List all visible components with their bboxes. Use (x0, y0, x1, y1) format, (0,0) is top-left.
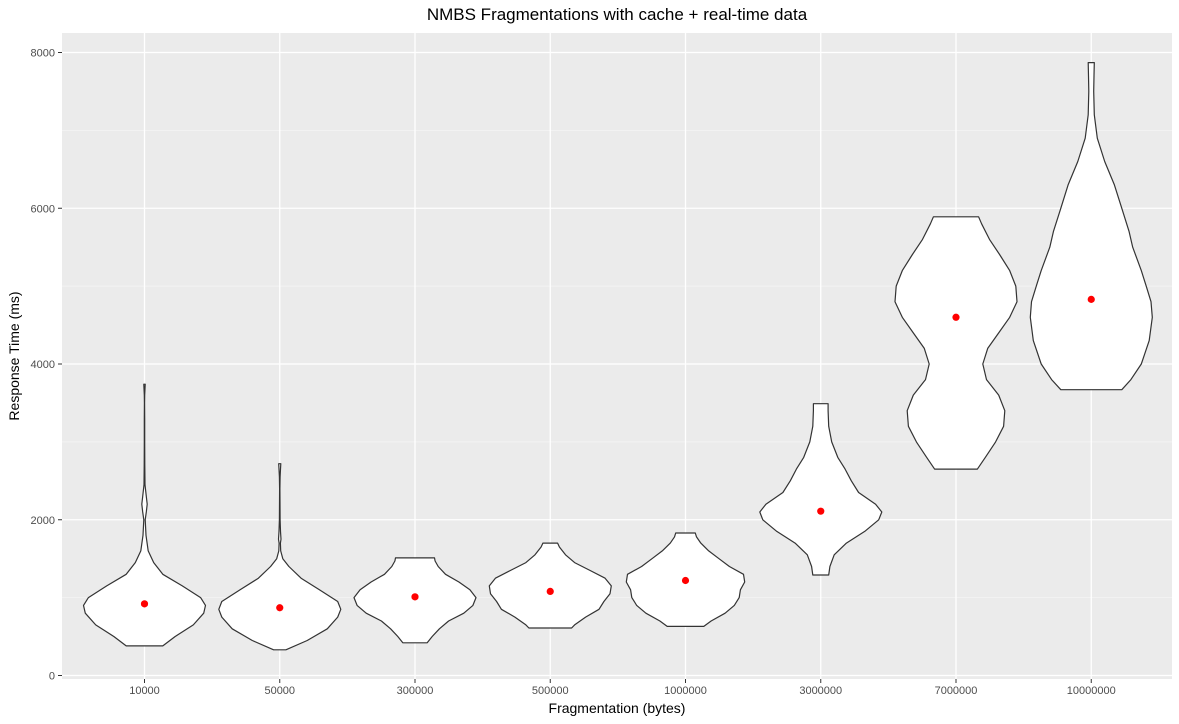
chart-title: NMBS Fragmentations with cache + real-ti… (427, 5, 808, 24)
x-tick-label: 7000000 (935, 685, 978, 697)
x-axis-title: Fragmentation (bytes) (549, 700, 686, 716)
x-axis: 10000 50000 300000 500000 1000000 3000000 7000… (129, 679, 1116, 697)
y-axis: 0 2000 4000 6000 8000 (31, 48, 62, 683)
y-axis-title: Response Time (ms) (6, 291, 22, 420)
y-tick-label: 0 (49, 671, 55, 683)
mean-point-10000 (140, 600, 149, 608)
y-tick-label: 4000 (31, 359, 55, 371)
x-tick-label: 3000000 (799, 685, 842, 697)
x-tick-label: 10000 (129, 685, 160, 697)
x-tick-label: 500000 (532, 685, 569, 697)
violins (82, 62, 1153, 651)
mean-point-10000000 (1087, 295, 1095, 303)
y-tick-label: 2000 (31, 515, 55, 527)
violin-7000000 (894, 216, 1018, 470)
x-tick-label: 300000 (397, 685, 434, 697)
mean-point-3000000 (817, 507, 825, 515)
mean-point-7000000 (952, 313, 960, 321)
mean-point-300000 (411, 593, 419, 601)
mean-points (140, 295, 1095, 612)
plot-panel (62, 33, 1172, 679)
y-tick-label: 8000 (31, 48, 55, 60)
y-tick-label: 6000 (31, 203, 55, 215)
x-tick-label: 1000000 (664, 685, 707, 697)
violin-3000000 (759, 403, 883, 576)
violin-10000 (82, 383, 207, 647)
mean-point-1000000 (681, 576, 690, 585)
x-tick-label: 50000 (264, 685, 295, 697)
x-tick-label: 10000000 (1067, 685, 1116, 697)
violin-10000000 (1029, 62, 1153, 391)
violin-50000 (218, 463, 342, 651)
mean-point-50000 (276, 604, 284, 612)
violin-500000 (488, 542, 612, 629)
mean-point-500000 (546, 587, 554, 595)
